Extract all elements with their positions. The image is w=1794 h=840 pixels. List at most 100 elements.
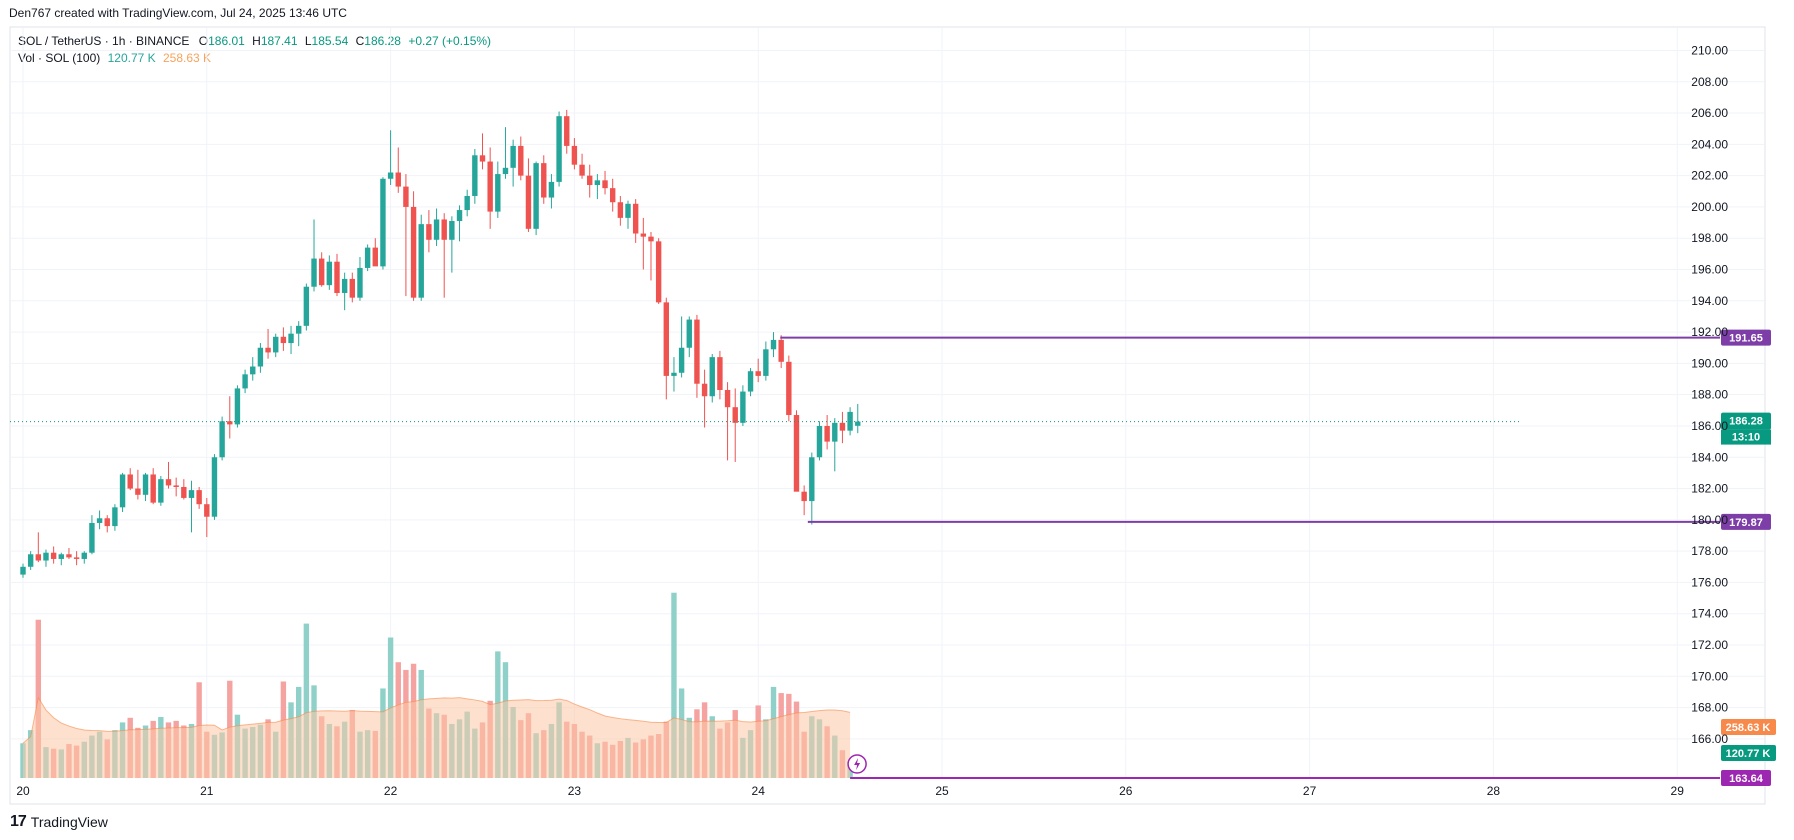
chart-grid [9, 26, 1766, 805]
date-tick-20: 20 [16, 784, 30, 798]
candle-body [510, 145, 516, 168]
date-tick-23: 23 [568, 784, 582, 798]
candle-body [357, 267, 363, 298]
candle-body [441, 219, 447, 240]
tradingview-logo-icon: 17 [10, 813, 27, 830]
volume-row: Vol · SOL (100) 120.77 K 258.63 K [18, 50, 491, 67]
candle-body [701, 383, 708, 397]
price-tick-196.00: 196.00 [1691, 263, 1728, 277]
candle-body [464, 195, 470, 211]
symbol-label[interactable]: SOL / TetherUS · 1h · BINANCE [18, 34, 190, 48]
candle-body [755, 371, 761, 376]
candle-body [556, 116, 562, 182]
price-tick-198.00: 198.00 [1691, 231, 1728, 245]
date-tick-27: 27 [1303, 784, 1317, 798]
candle-body [602, 180, 608, 189]
close-value: 186.28 [364, 34, 401, 48]
level-tag-text: 179.87 [1729, 517, 1763, 529]
candle-body [219, 421, 225, 458]
date-tick-24: 24 [752, 784, 766, 798]
volume-value: 120.77 K [107, 51, 156, 65]
candle-body [341, 278, 348, 293]
volume-ma-value: 258.63 K [163, 51, 212, 65]
candle-body [525, 175, 532, 229]
candle-body [150, 474, 156, 503]
candle-body [732, 407, 738, 423]
candle-body [740, 391, 746, 423]
candle-body [173, 485, 179, 487]
candle-body [418, 224, 424, 298]
candle-body [227, 421, 233, 425]
price-tick-202.00: 202.00 [1691, 169, 1728, 183]
candle-body [663, 302, 669, 376]
volume-tag-text: 258.63 K [1726, 722, 1771, 734]
volume-tag-text: 120.77 K [1726, 748, 1771, 760]
candle-body [487, 161, 493, 212]
candle-body [288, 333, 294, 344]
volume-label[interactable]: Vol · SOL (100) [18, 51, 101, 65]
change-value: +0.27 (+0.15%) [408, 34, 492, 48]
candle-body [380, 178, 386, 267]
time-axis[interactable]: 20 21 22 23 24 25 26 27 28 29 [16, 784, 1684, 798]
candle-body [678, 347, 685, 373]
volume-tag [1721, 719, 1776, 735]
price-tick-170.00: 170.00 [1691, 669, 1728, 683]
candlesticks [20, 109, 861, 578]
level-tag-191.65 [1721, 329, 1771, 346]
candle-body [119, 474, 126, 508]
tradingview-brand[interactable]: 17 TradingView [10, 813, 108, 831]
tradingview-name: TradingView [30, 814, 108, 830]
chart-legend: SOL / TetherUS · 1h · BINANCE O186.01 H 1… [18, 33, 491, 67]
candle-body [793, 415, 800, 492]
candle-body [395, 172, 401, 187]
volume-bars [20, 592, 853, 778]
candle-body [502, 167, 509, 175]
candle-body [142, 474, 149, 495]
candle-body [387, 172, 394, 179]
price-tick-210.00: 210.00 [1691, 43, 1728, 57]
price-tick-200.00: 200.00 [1691, 200, 1728, 214]
level-tag-text: 191.65 [1729, 333, 1763, 345]
candle-body [204, 504, 210, 517]
candle-body [686, 319, 692, 348]
candle-body [181, 486, 187, 498]
high-label: H [252, 34, 261, 48]
horizontal-levels[interactable]: 191.65 179.87 163.64 186.28 13:10 258.63 K 120… [10, 329, 1776, 786]
candle-body [372, 247, 378, 267]
candle-body [20, 566, 26, 575]
candle-body [104, 518, 110, 527]
ohlc-row: SOL / TetherUS · 1h · BINANCE O186.01 H 1… [18, 33, 491, 50]
candle-body [280, 336, 287, 344]
candle-body [824, 425, 830, 442]
price-tick-172.00: 172.00 [1691, 638, 1728, 652]
candle-body [709, 357, 715, 397]
candle-body [479, 155, 486, 162]
candle-body [609, 188, 616, 203]
chart-frame [9, 26, 1766, 805]
volume-ma-area [23, 697, 851, 778]
price-tick-190.00: 190.00 [1691, 356, 1728, 370]
low-label: L [304, 34, 312, 48]
price-tick-194.00: 194.00 [1691, 294, 1728, 308]
candle-body [571, 145, 578, 165]
candle-body [35, 554, 42, 561]
candle-body [456, 210, 463, 222]
volume-ma-line [22, 696, 851, 744]
candle-body [43, 552, 49, 561]
candle-body [832, 422, 838, 442]
open-label: O [198, 34, 209, 48]
candle-body [449, 221, 455, 240]
candle-body [303, 286, 310, 326]
candle-body [112, 507, 118, 527]
last-price-tag [1721, 412, 1771, 430]
date-tick-29: 29 [1671, 784, 1685, 798]
candle-body [403, 186, 409, 207]
open-value: 186.01 [208, 34, 245, 48]
candle-body [472, 155, 478, 196]
candle-body [816, 425, 823, 458]
price-axis[interactable]: 210.00 208.00 206.00 204.00 202.00 200.00 198.… [1691, 43, 1728, 745]
price-tick-188.00: 188.00 [1691, 388, 1728, 402]
candle-body [809, 457, 815, 502]
chart-credit: Den767 created with TradingView.com, Jul… [9, 6, 347, 20]
